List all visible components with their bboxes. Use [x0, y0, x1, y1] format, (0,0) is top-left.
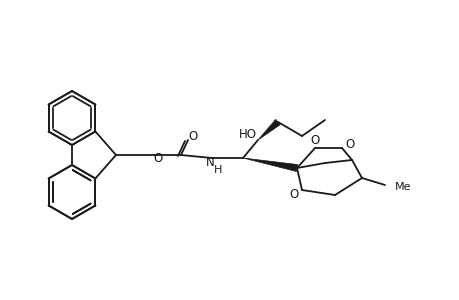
Text: O: O — [289, 188, 298, 202]
Text: O: O — [153, 152, 162, 164]
Text: HO: HO — [239, 128, 257, 140]
Text: N: N — [205, 157, 214, 169]
Polygon shape — [257, 119, 280, 140]
Text: Me: Me — [394, 182, 411, 192]
Text: H: H — [213, 165, 222, 175]
Text: O: O — [188, 130, 197, 143]
Text: O: O — [345, 137, 354, 151]
Text: O: O — [310, 134, 319, 148]
Polygon shape — [242, 158, 297, 171]
